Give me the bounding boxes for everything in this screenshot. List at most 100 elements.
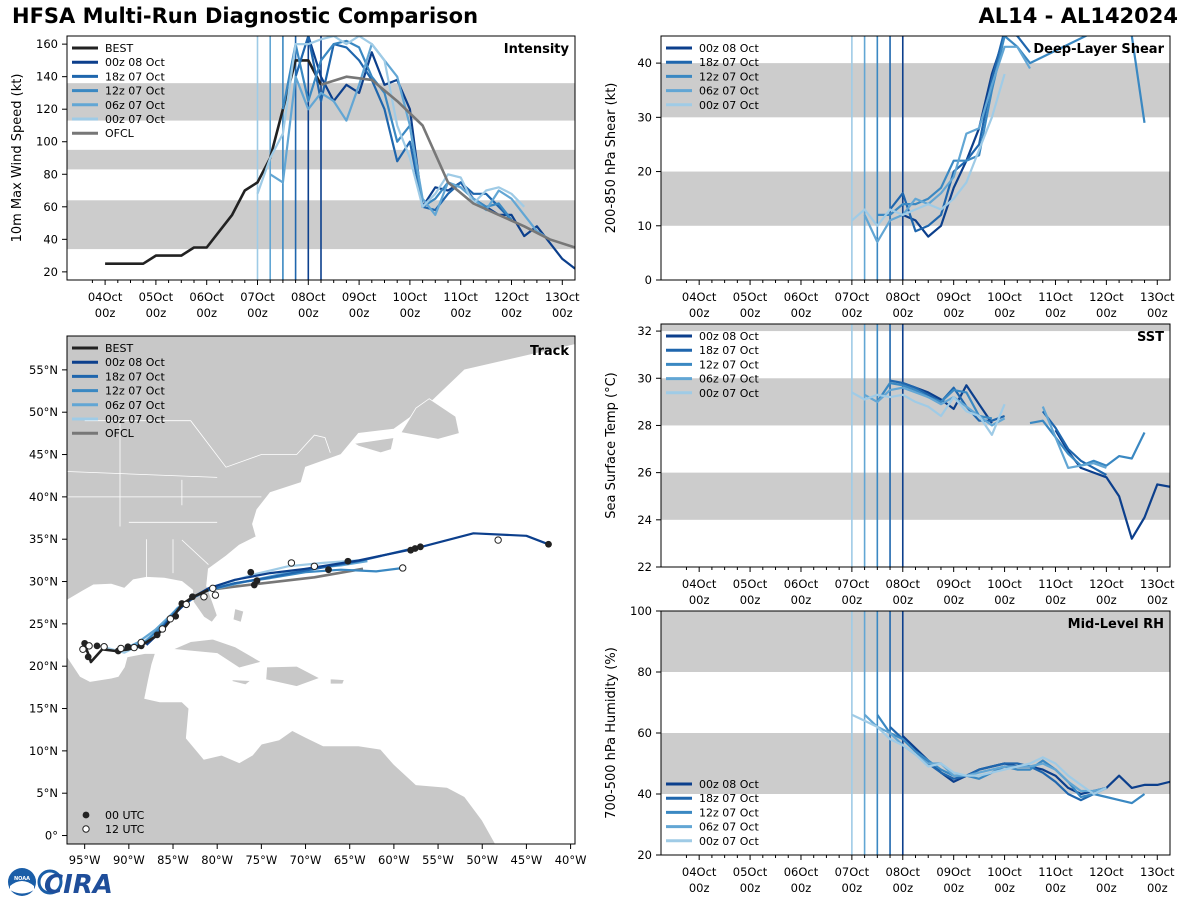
- sst-xtick-sublabel: 00z: [842, 593, 863, 607]
- shear-xtick-label: 08Oct: [886, 290, 921, 304]
- track-line-best: [83, 588, 209, 664]
- intensity-xtick-label: 07Oct: [240, 290, 275, 304]
- shear-xtick-label: 11Oct: [1038, 290, 1073, 304]
- shear-band: [661, 63, 1170, 118]
- intensity-line-ofcl: [320, 75, 575, 249]
- cira-logo-text: CIRA: [44, 870, 113, 898]
- intensity-legend-label: 12z 07 Oct: [105, 85, 165, 98]
- intensity-ytick-label: 60: [43, 200, 58, 214]
- intensity-legend-label: 00z 08 Oct: [105, 56, 165, 69]
- marker-legend-12utc-label: 12 UTC: [105, 823, 145, 836]
- track-xtick-label: 50°W: [466, 853, 498, 867]
- border-line: [67, 471, 218, 478]
- track-legend-label: 18z 07 Oct: [105, 370, 165, 383]
- intensity-title: Intensity: [504, 42, 570, 57]
- noaa-logo-text: NOAA: [14, 876, 30, 882]
- intensity-xtick-sublabel: 00z: [450, 306, 471, 320]
- rh-legend-label: 06z 07 Oct: [699, 821, 759, 834]
- intensity-legend-label: OFCL: [105, 127, 135, 140]
- sst-ytick-label: 28: [637, 418, 652, 432]
- rh-xtick-sublabel: 00z: [1045, 881, 1066, 895]
- intensity-xtick-sublabel: 00z: [95, 306, 116, 320]
- border-line: [181, 539, 209, 565]
- track-point-00utc: [344, 557, 352, 565]
- shear-xtick-label: 04Oct: [682, 290, 717, 304]
- storm-id-title: AL14 - AL142024: [978, 4, 1179, 28]
- track-line-ofcl: [208, 567, 364, 592]
- sst-xtick-label: 08Oct: [886, 577, 921, 591]
- shear-xtick-sublabel: 00z: [943, 306, 964, 320]
- sst-xtick-label: 04Oct: [682, 577, 717, 591]
- track-ytick-label: 15°N: [29, 702, 58, 716]
- noaa-cira-logo: NOAA CIRA: [8, 868, 113, 898]
- shear-legend-label: 12z 07 Oct: [699, 70, 759, 83]
- intensity-xtick-label: 04Oct: [88, 290, 123, 304]
- shear-xtick-sublabel: 00z: [1147, 306, 1168, 320]
- intensity-xtick-sublabel: 00z: [196, 306, 217, 320]
- rh-xtick-label: 08Oct: [886, 865, 921, 879]
- shear-ytick-label: 30: [637, 110, 652, 124]
- track-ytick-label: 50°N: [29, 405, 58, 419]
- rh-xtick-sublabel: 00z: [791, 881, 812, 895]
- shear-xtick-sublabel: 00z: [994, 306, 1015, 320]
- intensity-legend-label: 06z 07 Oct: [105, 99, 165, 112]
- shear-xtick-sublabel: 00z: [740, 306, 761, 320]
- sst-xtick-sublabel: 00z: [1045, 593, 1066, 607]
- sst-line-00z-07-oct: [851, 391, 1006, 436]
- rh-series-group: [851, 713, 1170, 805]
- track-legend-label: 06z 07 Oct: [105, 399, 165, 412]
- land-polygon: [232, 608, 245, 623]
- intensity-ytick-label: 20: [43, 265, 58, 279]
- rh-xtick-sublabel: 00z: [842, 881, 863, 895]
- track-xtick-label: 70°W: [290, 853, 322, 867]
- track-point-12utc: [200, 593, 208, 601]
- rh-legend-label: 00z 08 Oct: [699, 778, 759, 791]
- rh-band: [661, 733, 1170, 794]
- shear-line-06z-07-oct: [863, 45, 1031, 244]
- track-point-00utc: [124, 643, 132, 651]
- shear-line-18z-07-oct: [889, 36, 1031, 233]
- intensity-panel: 20 40 60 80 100 120 140 160 04Oct 00z 05Oct 00z 06Oc…: [10, 35, 580, 320]
- intensity-xtick-label: 09Oct: [342, 290, 377, 304]
- track-point-12utc: [211, 591, 220, 599]
- track-ytick-label: 30°N: [29, 575, 58, 589]
- shear-legend-label: 00z 08 Oct: [699, 42, 759, 55]
- shear-ytick-label: 0: [645, 273, 652, 287]
- intensity-ytick-label: 100: [36, 135, 58, 149]
- marker-legend-00utc-label: 00 UTC: [105, 809, 145, 822]
- rh-line-00z-07-oct: [851, 713, 1107, 796]
- intensity-xtick-label: 10Oct: [393, 290, 428, 304]
- sst-legend-label: 12z 07 Oct: [699, 358, 759, 371]
- shear-legend-label: 06z 07 Oct: [699, 85, 759, 98]
- land-polygon: [67, 619, 496, 844]
- rh-ytick-label: 60: [637, 726, 652, 740]
- shear-legend-label: 00z 07 Oct: [699, 99, 759, 112]
- rh-xtick-label: 10Oct: [987, 865, 1022, 879]
- shear-xtick-label: 06Oct: [784, 290, 819, 304]
- track-point-12utc: [494, 536, 502, 544]
- track-frame: [66, 335, 576, 845]
- border-line: [67, 614, 68, 616]
- track-point-12utc: [158, 625, 167, 633]
- track-legend-label: 00z 08 Oct: [105, 356, 165, 369]
- intensity-series-group: [105, 36, 575, 270]
- track-point-12utc: [399, 564, 407, 572]
- rh-legend-label: 12z 07 Oct: [699, 806, 759, 819]
- sst-ytick-label: 30: [637, 371, 652, 385]
- track-ytick-label: 10°N: [29, 744, 58, 758]
- shear-xtick-label: 05Oct: [733, 290, 768, 304]
- shear-xtick-label: 07Oct: [835, 290, 870, 304]
- shear-xtick-sublabel: 00z: [689, 306, 710, 320]
- sst-ytick-label: 22: [637, 560, 652, 574]
- intensity-ytick-label: 40: [43, 232, 58, 246]
- track-ytick-label: 0°: [45, 829, 58, 843]
- rh-xtick-label: 06Oct: [784, 865, 819, 879]
- track-ytick-label: 25°N: [29, 617, 58, 631]
- intensity-xtick-sublabel: 00z: [247, 306, 268, 320]
- land-polygon: [231, 679, 252, 686]
- shear-xtick-sublabel: 00z: [842, 306, 863, 320]
- sst-xtick-sublabel: 00z: [740, 593, 761, 607]
- intensity-ytick-label: 160: [36, 37, 58, 51]
- intensity-xtick-sublabel: 00z: [146, 306, 167, 320]
